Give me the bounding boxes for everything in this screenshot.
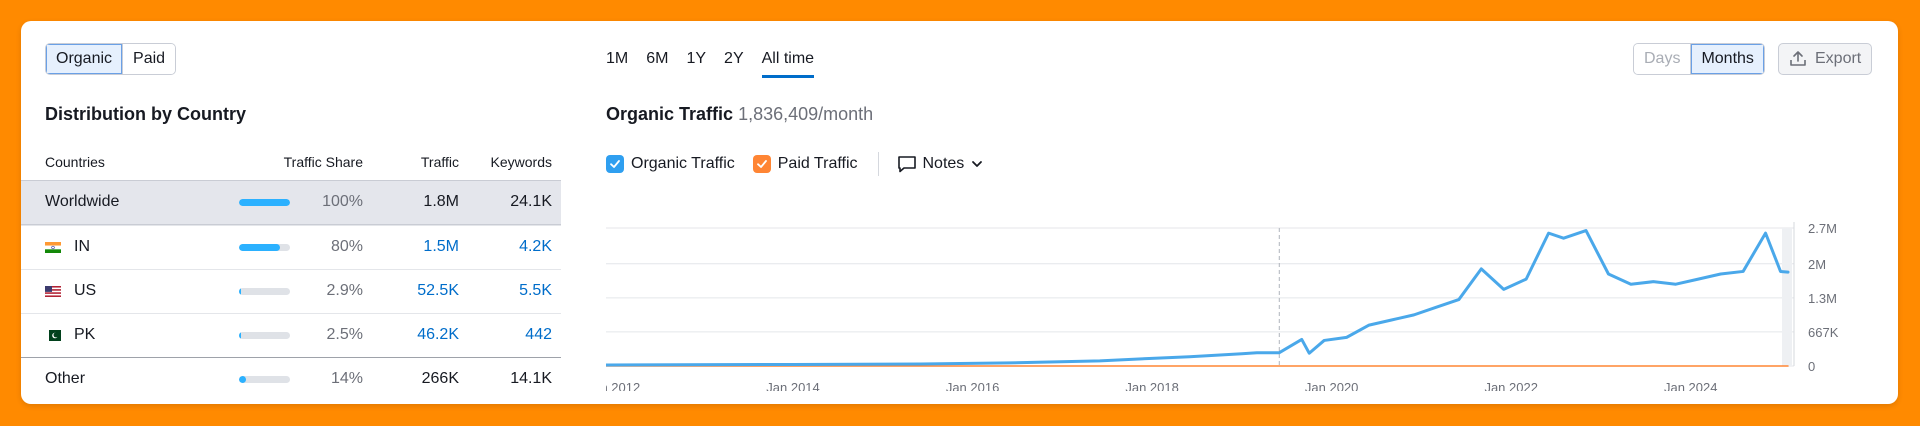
x-tick-label: Jan 2022	[1484, 380, 1538, 391]
table-row[interactable]: PK 2.5% 46.2K 442	[21, 313, 561, 357]
y-tick-label: 1.3M	[1808, 291, 1837, 306]
x-tick-label: Jan 2018	[1125, 380, 1179, 391]
country-name: Other	[45, 370, 86, 387]
upload-icon	[1790, 51, 1806, 66]
share-bar	[239, 332, 290, 339]
table-header: Countries Traffic Share Traffic Keywords	[21, 144, 561, 180]
country-name: US	[74, 282, 97, 299]
keywords-link[interactable]: 4.2K	[519, 238, 552, 255]
traffic-link[interactable]: 46.2K	[417, 326, 459, 343]
tab-all-time[interactable]: All time	[761, 50, 815, 78]
tab-1m[interactable]: 1M	[606, 50, 629, 67]
chevron-down-icon	[972, 161, 983, 167]
share-bar	[239, 288, 290, 295]
traffic-card: Organic Paid Distribution by Country Cou…	[21, 21, 1898, 404]
tab-1y[interactable]: 1Y	[686, 50, 707, 67]
paid-traffic-checkbox[interactable]: Paid Traffic	[752, 155, 858, 173]
share-bar	[239, 244, 290, 251]
country-name: IN	[74, 238, 90, 255]
traffic-chart[interactable]: 0 667K 1.3M 2M 2.7M Jan 2012 Jan 2014 Jan 2016 J…	[606, 201, 1896, 391]
keywords-link[interactable]: 5.5K	[519, 282, 552, 299]
x-tick-label: Jan 2016	[946, 380, 1000, 391]
organic-traffic-label: Organic Traffic	[631, 155, 735, 172]
organic-toggle-button[interactable]: Organic	[46, 44, 123, 74]
keywords-value: 14.1K	[510, 370, 552, 387]
traffic-link[interactable]: 52.5K	[417, 282, 459, 299]
hover-band	[1782, 228, 1792, 366]
country-name: Worldwide	[45, 193, 120, 210]
checkmark-icon	[606, 155, 624, 173]
notes-dropdown[interactable]: Notes	[897, 155, 985, 173]
chart-legend: Organic Traffic Paid Traffic Notes	[606, 152, 1002, 176]
share-value: 80%	[330, 238, 363, 255]
export-label: Export	[1815, 50, 1862, 67]
table-row[interactable]: IN 80% 1.5M 4.2K	[21, 225, 561, 269]
x-tick-label: Jan 2012	[606, 380, 640, 391]
checkmark-icon	[752, 155, 771, 173]
y-tick-label: 0	[1808, 359, 1815, 374]
countries-header: Countries	[45, 154, 105, 170]
keywords-header: Keywords	[490, 154, 552, 170]
traffic-title-value: 1,836,409/month	[738, 104, 874, 124]
comment-icon	[897, 156, 916, 173]
months-toggle-button[interactable]: Months	[1690, 44, 1764, 74]
share-bar	[239, 199, 290, 206]
traffic-header: Traffic	[420, 154, 459, 170]
y-tick-label: 667K	[1808, 325, 1839, 340]
traffic-value: 266K	[421, 370, 459, 387]
x-tick-label: Jan 2020	[1305, 380, 1359, 391]
usa-flag-icon	[45, 286, 61, 297]
tab-6m[interactable]: 6M	[646, 50, 669, 67]
table-row[interactable]: Other 14% 266K 14.1K	[21, 357, 561, 401]
keywords-value: 24.1K	[510, 193, 552, 210]
organic-traffic-line	[606, 229, 1790, 367]
traffic-title-label: Organic Traffic	[606, 104, 734, 124]
india-flag-icon	[45, 242, 61, 253]
table-row[interactable]: Worldwide 100% 1.8M 24.1K	[21, 180, 561, 225]
table-row[interactable]: US 2.9% 52.5K 5.5K	[21, 269, 561, 313]
share-bar	[239, 376, 290, 383]
export-button[interactable]: Export	[1778, 43, 1873, 75]
country-name: PK	[74, 326, 96, 343]
tab-2y[interactable]: 2Y	[724, 50, 744, 67]
period-tabs: 1M 6M 1Y 2Y All time	[606, 50, 815, 78]
share-header: Traffic Share	[283, 154, 363, 170]
country-table: Countries Traffic Share Traffic Keywords…	[21, 144, 561, 401]
traffic-title: Organic Traffic 1,836,409/month	[606, 104, 873, 125]
keywords-link[interactable]: 442	[525, 326, 552, 343]
paid-traffic-label: Paid Traffic	[777, 155, 858, 172]
organic-traffic-checkbox[interactable]: Organic Traffic	[606, 155, 735, 173]
paid-toggle-button[interactable]: Paid	[122, 44, 176, 74]
share-value: 14%	[330, 370, 363, 387]
pakistan-flag-icon	[45, 330, 61, 341]
x-tick-label: Jan 2024	[1664, 380, 1718, 391]
y-tick-label: 2.7M	[1808, 221, 1837, 236]
traffic-type-toggle: Organic Paid	[45, 43, 177, 75]
share-value: 2.9%	[326, 282, 363, 299]
section-title: Distribution by Country	[45, 104, 246, 124]
legend-divider	[877, 152, 879, 176]
share-value: 2.5%	[326, 326, 363, 343]
traffic-link[interactable]: 1.5M	[423, 238, 459, 255]
x-tick-label: Jan 2014	[766, 380, 820, 391]
traffic-value: 1.8M	[423, 193, 459, 210]
y-tick-label: 2M	[1808, 257, 1826, 272]
share-value: 100%	[322, 193, 363, 210]
granularity-toggle: Days Months	[1633, 43, 1765, 75]
days-toggle-button[interactable]: Days	[1634, 44, 1691, 74]
notes-label: Notes	[922, 155, 965, 172]
